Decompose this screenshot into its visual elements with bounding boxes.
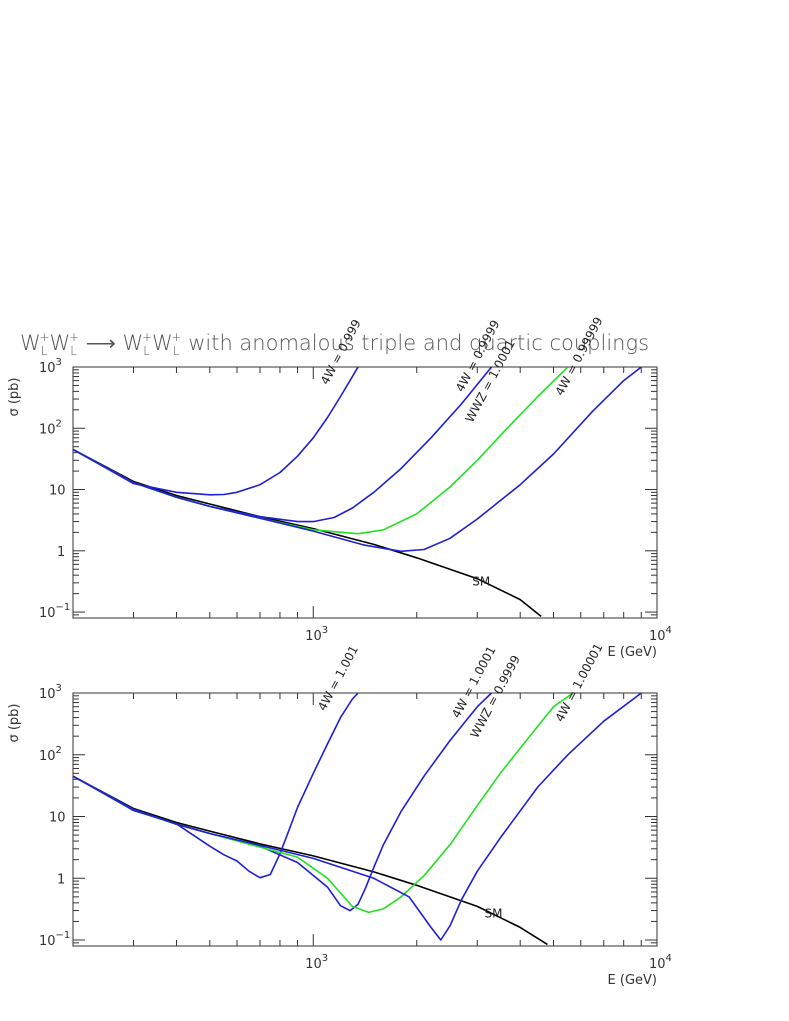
curve-label: 4W = 1.001 <box>315 643 361 713</box>
curve-label: 4W = 1.00001 <box>553 641 606 724</box>
curve-label: SM <box>485 907 503 921</box>
x-tick-label: 104 <box>649 953 672 972</box>
y-tick-label: 1 <box>57 545 65 560</box>
series-line-4w-1-001 <box>73 693 359 879</box>
x-axis-label: E (GeV) <box>608 973 657 988</box>
title-fragment: + <box>69 330 79 344</box>
title-fragment: + <box>171 330 181 344</box>
series-line-4w-0-999 <box>73 367 359 496</box>
series-line-4w-0-99999 <box>73 367 642 553</box>
series-line-wwz-1-0001 <box>73 367 569 535</box>
figure-title: WL+WL+ ⟶ WL+WL+ with anomalous triple an… <box>20 330 649 358</box>
title-fragment: ⟶ <box>79 331 122 355</box>
title-fragment: W <box>152 331 173 355</box>
title-fragment: L <box>173 344 180 358</box>
curve-label: SM <box>472 575 490 589</box>
series-line-sm <box>73 775 548 946</box>
title-fragment: L <box>41 344 48 358</box>
y-tick-label: 102 <box>39 745 62 764</box>
y-axis-label: σ (pb) <box>7 703 22 742</box>
series-line-wwz-0-9999 <box>73 693 574 914</box>
series-line-4w-0-9999 <box>73 367 493 523</box>
title-fragment: L <box>70 344 77 358</box>
x-axis-label: E (GeV) <box>608 645 657 660</box>
y-tick-label: 10−1 <box>39 602 70 621</box>
y-tick-label: 102 <box>39 418 62 437</box>
y-tick-label: 10 <box>49 811 66 826</box>
title-fragment: with anomalous triple and quartic coupli… <box>182 331 650 355</box>
y-tick-label: 10 <box>49 484 66 499</box>
title-fragment: W <box>20 331 41 355</box>
y-tick-label: 10−1 <box>39 930 70 949</box>
x-tick-label: 104 <box>649 625 672 644</box>
y-tick-label: 103 <box>39 357 62 376</box>
y-tick-label: 103 <box>39 683 62 702</box>
title-fragment: W <box>123 331 144 355</box>
title-fragment: L <box>143 344 150 358</box>
x-tick-label: 103 <box>305 953 328 972</box>
title-fragment: + <box>142 330 152 344</box>
series-line-4w-1-00001 <box>73 693 642 941</box>
y-tick-label: 1 <box>57 872 65 887</box>
series-line-sm <box>73 448 542 618</box>
x-tick-label: 103 <box>305 625 328 644</box>
title-fragment: + <box>39 330 49 344</box>
series-line-4w-1-0001 <box>73 693 493 912</box>
y-axis-label: σ (pb) <box>7 377 22 416</box>
title-fragment: W <box>50 331 71 355</box>
curve-label: 4W = 0.99999 <box>553 315 606 398</box>
